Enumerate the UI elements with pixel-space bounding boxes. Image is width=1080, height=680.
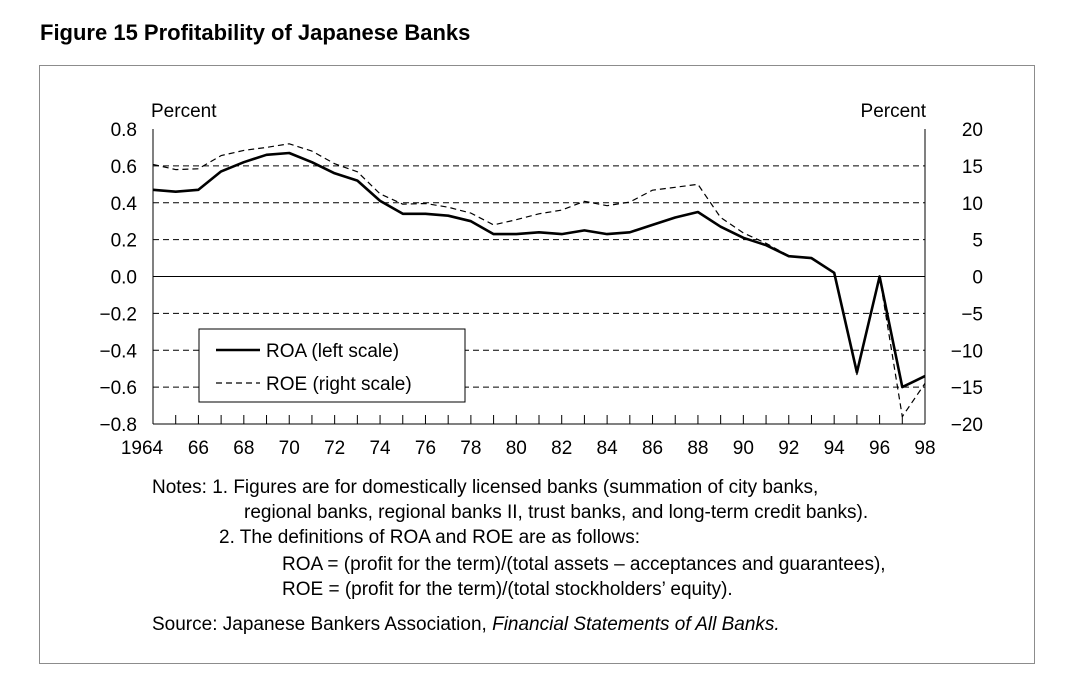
source-line: Source: Japanese Bankers Association, Fi…: [152, 612, 780, 637]
x-tick-label: 1964: [121, 438, 164, 459]
x-tick-label: 70: [279, 438, 300, 459]
y-left-tick-label: −0.2: [99, 304, 137, 325]
x-tick-label: 82: [551, 438, 572, 459]
roe-series-line: [152, 143, 926, 418]
x-tick-label: 86: [642, 438, 663, 459]
x-tick-label: 80: [506, 438, 527, 459]
x-tick-label: 72: [324, 438, 345, 459]
y-right-axis-label: Percent: [861, 101, 927, 122]
data-series: [152, 143, 926, 418]
x-tick-label: 66: [188, 438, 209, 459]
axis-labels: 0.8 0.6 0.4 0.2 0.0 −0.2 −0.4 −0.6 −0.8 20 15 10 5 0 −…: [99, 101, 983, 459]
note-1-continued: regional banks, regional banks II, trust…: [244, 502, 869, 523]
legend-box: [198, 328, 466, 403]
y-left-tick-label: −0.4: [99, 341, 137, 362]
x-tick-label: 98: [914, 438, 935, 459]
x-tick-label: 84: [597, 438, 619, 459]
legend-label: ROA (left scale): [266, 341, 399, 362]
x-tick-label: 96: [869, 438, 890, 459]
y-right-tick-label: 20: [962, 120, 983, 141]
y-right-tick-label: −10: [951, 341, 983, 362]
y-left-tick-label: 0.0: [111, 268, 137, 289]
line-chart: 0.8 0.6 0.4 0.2 0.0 −0.2 −0.4 −0.6 −0.8 20 15 10 5 0 −…: [99, 101, 983, 459]
x-tick-label: 94: [824, 438, 846, 459]
figure-title: Figure 15 Profitability of Japanese Bank…: [40, 20, 471, 45]
source-prefix: Source: Japanese Bankers Association,: [152, 614, 493, 635]
y-right-tick-label: 0: [972, 268, 983, 289]
y-left-tick-label: 0.6: [111, 157, 137, 178]
note-2: 2. The definitions of ROA and ROE are as…: [219, 527, 641, 548]
x-tick-label: 88: [687, 438, 708, 459]
y-left-tick-label: −0.8: [99, 415, 137, 436]
y-left-tick-label: 0.2: [111, 231, 137, 252]
y-right-tick-label: 10: [962, 194, 983, 215]
y-right-tick-label: 15: [962, 157, 983, 178]
y-left-tick-label: 0.8: [111, 120, 137, 141]
y-right-tick-label: 5: [972, 231, 983, 252]
y-right-tick-label: −15: [951, 378, 983, 399]
figure-frame: [39, 65, 1035, 664]
x-tick-label: 68: [233, 438, 254, 459]
x-tick-label: 78: [460, 438, 481, 459]
source-title: Financial Statements of All Banks.: [492, 614, 780, 635]
y-left-tick-label: −0.6: [99, 378, 137, 399]
x-tick-label: 76: [415, 438, 436, 459]
roe-definition: ROE = (profit for the term)/(total stock…: [282, 579, 733, 600]
y-left-axis-label: Percent: [151, 101, 217, 122]
x-tick-label: 92: [778, 438, 799, 459]
legend: ROA (left scale) ROE (right scale): [198, 328, 466, 403]
axis-ticks: [152, 415, 926, 424]
y-right-tick-label: −5: [961, 304, 983, 325]
legend-label: ROE (right scale): [266, 374, 412, 395]
x-tick-label: 74: [369, 438, 391, 459]
y-left-tick-label: 0.4: [111, 194, 138, 215]
y-right-tick-label: −20: [951, 415, 983, 436]
x-tick-label: 90: [733, 438, 754, 459]
note-1: Notes: 1. Figures are for domestically l…: [152, 477, 819, 498]
roa-definition: ROA = (profit for the term)/(total asset…: [282, 554, 886, 575]
